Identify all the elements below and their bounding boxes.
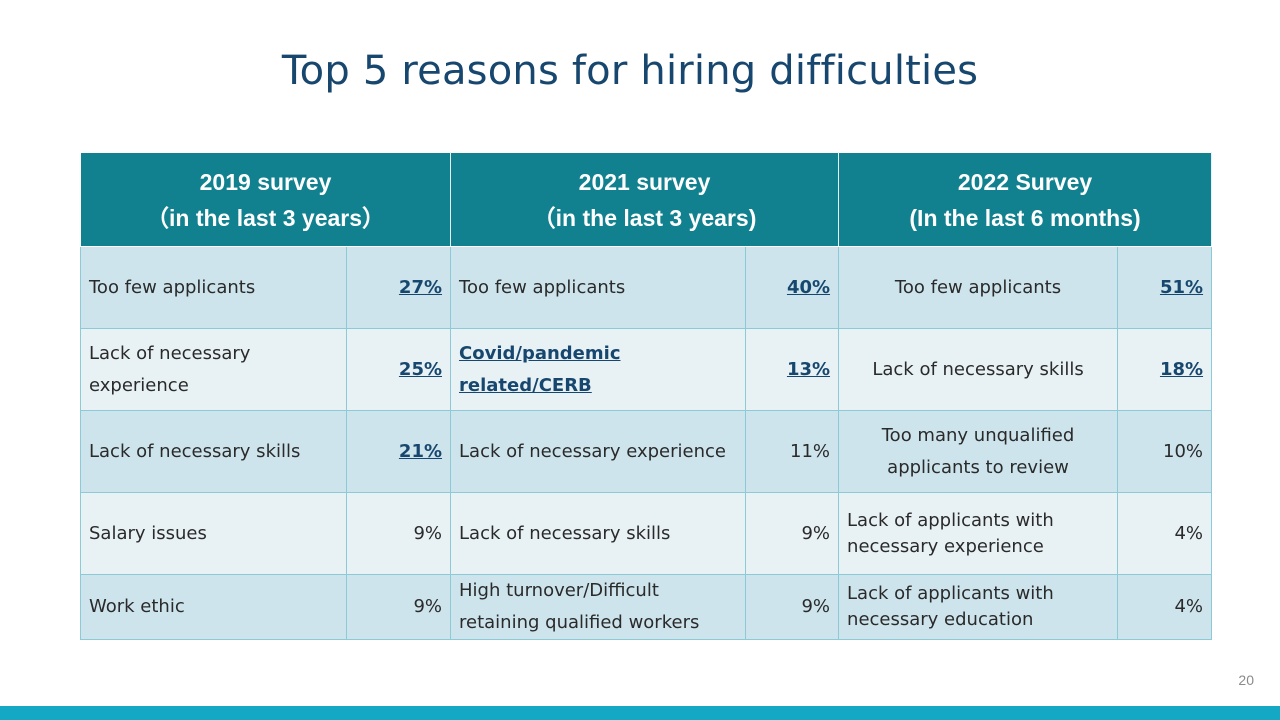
reason-2019: Too few applicants: [80, 246, 347, 329]
reason-2019: Work ethic: [80, 574, 347, 640]
reason-2021: Lack of necessary experience: [450, 410, 747, 493]
header-2021-period: （in the last 3 years): [532, 204, 757, 231]
header-2019-period: （in the last 3 years）: [145, 204, 386, 231]
header-2022-period: (In the last 6 months): [909, 204, 1141, 231]
reason-2022: Lack of necessary skills: [838, 328, 1119, 411]
header-row: 2019 survey （in the last 3 years） 2021 s…: [79, 152, 1213, 247]
percent-2021: 13%: [745, 328, 840, 411]
percent-2021: 9%: [745, 492, 840, 575]
percent-2019: 27%: [345, 246, 452, 329]
percent-2021: 9%: [745, 574, 840, 640]
slide-title: Top 5 reasons for hiring difficulties: [281, 48, 979, 94]
reason-2022: Too few applicants: [838, 246, 1119, 329]
percent-2021: 11%: [745, 410, 840, 493]
header-2019: 2019 survey （in the last 3 years）: [79, 152, 452, 247]
reason-2021: Too few applicants: [450, 246, 747, 329]
bottom-accent-bar: [0, 706, 1280, 720]
header-2021: 2021 survey （in the last 3 years): [450, 152, 840, 247]
reason-2021: Covid/pandemic related/CERB: [450, 328, 747, 411]
percent-2022: 51%: [1117, 246, 1213, 329]
percent-2019: 9%: [345, 492, 452, 575]
percent-2022: 4%: [1117, 492, 1213, 575]
percent-2019: 9%: [345, 574, 452, 640]
hiring-difficulties-table: 2019 survey （in the last 3 years） 2021 s…: [79, 152, 1213, 640]
table-row: Too few applicants 27% Too few applicant…: [80, 246, 1213, 329]
header-2019-title: 2019 survey: [199, 168, 332, 195]
reason-2019: Lack of necessary experience: [80, 328, 347, 411]
percent-2022: 4%: [1117, 574, 1213, 640]
percent-2021: 40%: [745, 246, 840, 329]
reason-2022: Lack of applicants with necessary educat…: [838, 574, 1119, 640]
reason-2021: High turnover/Difficult retaining qualif…: [450, 574, 747, 640]
percent-2022: 18%: [1117, 328, 1213, 411]
table-row: Lack of necessary experience 25% Covid/p…: [80, 328, 1213, 411]
header-2022: 2022 Survey (In the last 6 months): [838, 152, 1213, 247]
percent-2022: 10%: [1117, 410, 1213, 493]
page-number: 20: [1238, 672, 1254, 688]
header-2022-title: 2022 Survey: [957, 168, 1093, 195]
table-row: Salary issues 9% Lack of necessary skill…: [80, 492, 1213, 575]
reason-2022: Too many unqualified applicants to revie…: [838, 410, 1119, 493]
percent-2019: 25%: [345, 328, 452, 411]
reason-2019: Salary issues: [80, 492, 347, 575]
percent-2019: 21%: [345, 410, 452, 493]
reason-2021: Lack of necessary skills: [450, 492, 747, 575]
table-row: Work ethic 9% High turnover/Difficult re…: [80, 574, 1213, 640]
table-row: Lack of necessary skills 21% Lack of nec…: [80, 410, 1213, 493]
reason-2019: Lack of necessary skills: [80, 410, 347, 493]
reason-2022: Lack of applicants with necessary experi…: [838, 492, 1119, 575]
header-2021-title: 2021 survey: [578, 168, 711, 195]
